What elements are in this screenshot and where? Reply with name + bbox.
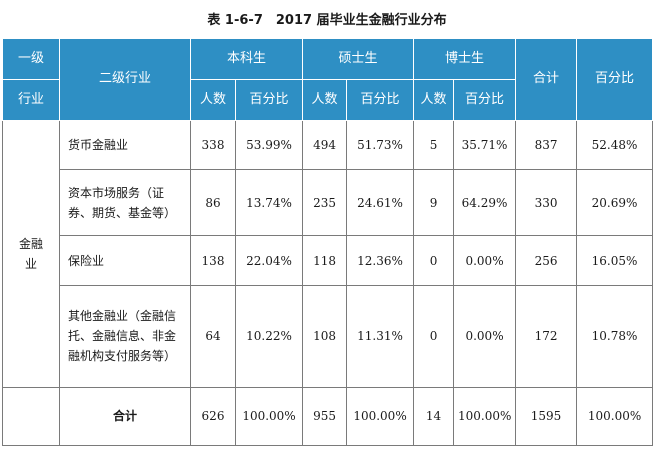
bachelor-pct: 10.22% <box>234 284 304 388</box>
total-count: 1595 <box>515 386 578 447</box>
bachelor-count: 626 <box>190 386 236 447</box>
doctor-pct: 64.29% <box>453 169 517 237</box>
category-cell: 金融业 <box>2 119 60 388</box>
header-percent: 百分比 <box>576 38 654 121</box>
table-row: 金融业 货币金融业 338 53.99% 494 51.73% 5 35.71%… <box>2 119 654 388</box>
total-pct: 52.48% <box>576 119 654 171</box>
table-title: 表 1-6-7 2017 届毕业生金融行业分布 <box>207 13 447 28</box>
header-doctor-count: 人数 <box>413 79 455 121</box>
doctor-pct: 35.71% <box>453 119 517 171</box>
empty-category-cell <box>2 386 60 447</box>
header-bachelor: 本科生 <box>189 37 304 81</box>
header-total: 合计 <box>515 38 578 121</box>
doctor-count: 14 <box>413 386 455 447</box>
table-row: 保险业 138 22.04% 118 12.36% 0 0.00% 256 16… <box>3 235 654 286</box>
master-count: 955 <box>302 386 348 447</box>
bachelor-pct: 22.04% <box>234 235 304 286</box>
doctor-pct: 0.00% <box>453 284 517 388</box>
master-pct: 12.36% <box>346 235 415 286</box>
master-pct: 11.31% <box>346 284 415 388</box>
master-count: 235 <box>302 169 348 237</box>
doctor-count: 9 <box>413 169 455 237</box>
total-count: 837 <box>515 119 578 171</box>
total-row: 合计 626 100.00% 955 100.00% 14 100.00% 15… <box>2 386 654 447</box>
header-bachelor-count: 人数 <box>190 79 236 121</box>
data-table: 一级 二级行业 本科生 硕士生 博士生 合计 百分比 行业 人数 百分比 人数 … <box>2 37 654 447</box>
bachelor-pct: 13.74% <box>234 169 304 237</box>
header-master-pct: 百分比 <box>346 79 415 121</box>
master-pct: 100.00% <box>346 386 415 447</box>
master-count: 494 <box>302 119 348 171</box>
bachelor-pct: 100.00% <box>234 386 304 447</box>
header-master: 硕士生 <box>302 37 415 81</box>
doctor-count: 0 <box>413 284 455 388</box>
bachelor-count: 86 <box>190 169 236 237</box>
table-row: 资本市场服务（证券、期货、基金等） 86 13.74% 235 24.61% 9… <box>3 169 654 237</box>
subindustry-name: 资本市场服务（证券、期货、基金等） <box>59 169 191 237</box>
doctor-pct: 100.00% <box>453 386 517 447</box>
header-level1-top: 一级 <box>2 37 60 81</box>
subindustry-name: 保险业 <box>59 235 191 286</box>
header-bachelor-pct: 百分比 <box>234 79 304 121</box>
total-count: 256 <box>515 235 578 286</box>
header-level2: 二级行业 <box>59 38 191 121</box>
header-level1-bottom: 行业 <box>2 79 60 121</box>
doctor-count: 0 <box>413 235 455 286</box>
header-doctor-pct: 百分比 <box>453 79 517 121</box>
header-doctor: 博士生 <box>413 37 517 81</box>
master-count: 108 <box>302 284 348 388</box>
doctor-pct: 0.00% <box>453 235 517 286</box>
bachelor-count: 338 <box>190 119 236 171</box>
total-pct: 16.05% <box>576 235 654 286</box>
total-pct: 20.69% <box>576 169 654 237</box>
bachelor-count: 64 <box>190 284 236 388</box>
table-row: 其他金融业（金融信托、金融信息、非金融机构支付服务等） 64 10.22% 10… <box>3 284 654 388</box>
total-count: 172 <box>515 284 578 388</box>
master-count: 118 <box>302 235 348 286</box>
doctor-count: 5 <box>413 119 455 171</box>
header-master-count: 人数 <box>302 79 348 121</box>
total-label: 合计 <box>59 386 191 447</box>
total-count: 330 <box>515 169 578 237</box>
subindustry-name: 货币金融业 <box>59 119 191 171</box>
subindustry-name: 其他金融业（金融信托、金融信息、非金融机构支付服务等） <box>59 284 191 388</box>
master-pct: 24.61% <box>346 169 415 237</box>
total-pct: 100.00% <box>576 386 654 447</box>
master-pct: 51.73% <box>346 119 415 171</box>
total-pct: 10.78% <box>576 284 654 388</box>
bachelor-count: 138 <box>190 235 236 286</box>
bachelor-pct: 53.99% <box>234 119 304 171</box>
